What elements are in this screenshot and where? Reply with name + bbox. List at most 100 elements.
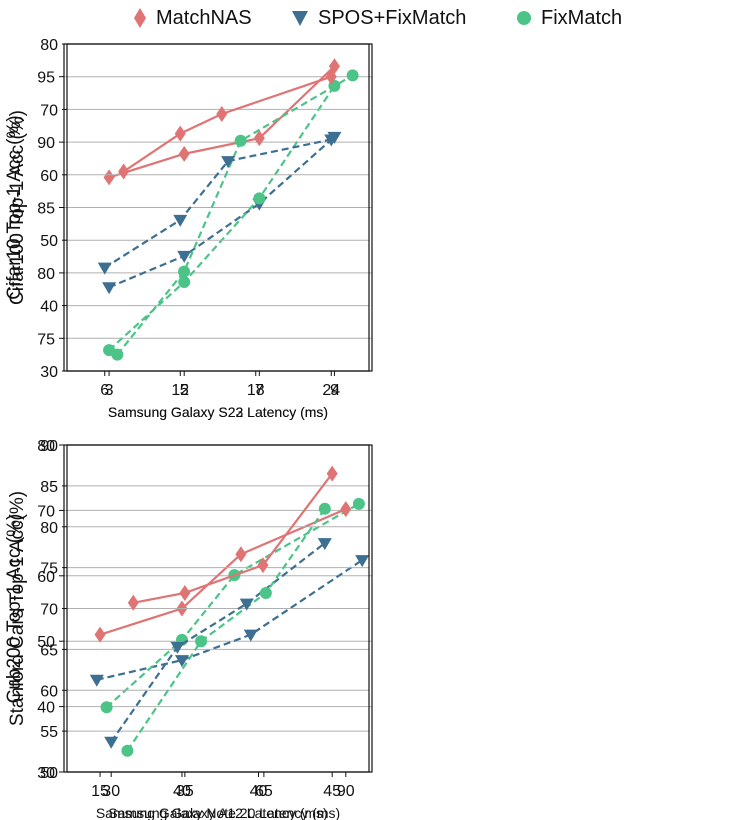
legend-item-matchnas: MatchNAS [132, 6, 252, 30]
y-tick-label: 60 [40, 683, 58, 700]
y-tick-label: 80 [37, 438, 55, 455]
x-tick-label: 5 [180, 382, 189, 399]
data-point-spos-fixmatch [104, 736, 119, 749]
series-line-matchnas [108, 65, 336, 179]
data-point-matchnas [326, 465, 338, 482]
y-tick-label: 75 [37, 331, 55, 348]
legend: MatchNAS SPOS+FixMatch FixMatch [0, 0, 748, 40]
x-tick-label: 30 [102, 783, 120, 800]
y-tick-label: 30 [37, 765, 55, 782]
legend-label-spos-fixmatch: SPOS+FixMatch [318, 6, 467, 29]
x-tick-label: 40 [250, 783, 268, 800]
data-point-matchnas [325, 68, 337, 85]
y-tick-label: 80 [40, 37, 58, 54]
data-point-matchnas [235, 546, 247, 563]
y-axis-label: Cifar100 Top-1 Acc (%) [7, 110, 28, 305]
data-point-spos-fixmatch [97, 262, 112, 275]
y-tick-label: 40 [37, 700, 55, 717]
series-line-fixmatch [105, 502, 360, 709]
data-point-matchnas [178, 145, 190, 162]
series-line-spos-fixmatch [104, 138, 332, 269]
x-tick-label: 45 [323, 783, 341, 800]
x-axis-label: Samsung Galaxy S23 Latency (ms) [108, 404, 328, 420]
series-line-matchnas [99, 508, 347, 636]
x-tick-label: 9 [330, 382, 339, 399]
x-tick-label: 6 [100, 382, 109, 399]
y-tick-label: 60 [40, 168, 58, 185]
x-tick-label: 7 [255, 382, 264, 399]
data-point-matchnas [174, 125, 186, 142]
x-tick-label: 40 [173, 783, 191, 800]
y-tick-label: 70 [37, 503, 55, 520]
y-tick-label: 65 [40, 642, 58, 659]
data-point-spos-fixmatch [317, 538, 332, 551]
series-line-matchnas [133, 472, 334, 604]
y-tick-label: 85 [40, 479, 58, 496]
y-tick-label: 70 [40, 602, 58, 619]
data-point-fixmatch [346, 69, 359, 82]
y-tick-label: 95 [37, 70, 55, 87]
data-point-spos-fixmatch [221, 156, 236, 169]
y-tick-label: 50 [40, 765, 58, 782]
x-tick-label: 90 [337, 783, 355, 800]
series-line-matchnas [123, 75, 332, 173]
data-point-spos-fixmatch [243, 629, 258, 642]
data-point-fixmatch [234, 134, 247, 147]
x-tick-label: 15 [91, 783, 109, 800]
data-point-spos-fixmatch [102, 282, 117, 295]
x-tick-label: 35 [176, 783, 194, 800]
data-point-matchnas [103, 169, 115, 186]
data-point-matchnas [257, 557, 269, 574]
data-point-matchnas [216, 105, 228, 122]
x-tick-label: 3 [105, 382, 114, 399]
y-tick-label: 80 [37, 266, 55, 283]
data-point-fixmatch [352, 497, 365, 510]
data-point-spos-fixmatch [170, 641, 185, 654]
y-tick-label: 75 [40, 561, 58, 578]
plot-frame [66, 43, 370, 372]
triangle-down-marker-icon [292, 11, 308, 26]
data-point-spos-fixmatch [173, 214, 188, 227]
x-tick-label: 12 [171, 382, 189, 399]
x-tick-label: 65 [255, 783, 273, 800]
data-point-matchnas [94, 626, 106, 643]
x-tick-label: 24 [322, 382, 340, 399]
series-line-spos-fixmatch [108, 136, 336, 289]
data-point-fixmatch [121, 744, 134, 757]
data-point-spos-fixmatch [239, 598, 254, 611]
data-point-matchnas [127, 594, 139, 611]
y-tick-label: 40 [40, 299, 58, 316]
data-point-matchnas [340, 501, 352, 518]
legend-item-spos-fixmatch: SPOS+FixMatch [290, 6, 466, 30]
cifar100-chart: 6 12 18 24 30 40 50 60 70 80 Samsung Galaxy S22 La… [7, 37, 370, 420]
data-point-matchnas [179, 584, 191, 601]
legend-label-matchnas: MatchNAS [156, 6, 252, 29]
data-point-fixmatch [195, 635, 208, 648]
data-point-fixmatch [111, 348, 124, 361]
data-point-fixmatch [318, 502, 331, 515]
data-point-fixmatch [100, 701, 113, 714]
circle-marker-icon [517, 11, 531, 25]
series-line-spos-fixmatch [96, 559, 363, 681]
data-point-matchnas [118, 163, 130, 180]
legend-label-fixmatch: FixMatch [541, 6, 623, 29]
y-tick-label: 55 [40, 724, 58, 741]
y-tick-label: 90 [40, 438, 58, 455]
y-tick-label: 30 [40, 364, 58, 381]
x-axis-label: Samsung Galaxy A12 Latency (ms) [108, 805, 327, 820]
data-point-spos-fixmatch [89, 674, 104, 687]
series-line-fixmatch [108, 85, 336, 351]
data-point-spos-fixmatch [174, 655, 189, 668]
data-point-fixmatch [253, 192, 266, 205]
y-axis-label: Stanford Cars Top-1 Acc(%) [7, 491, 28, 726]
data-point-spos-fixmatch [177, 250, 192, 263]
x-tick-label: 18 [247, 382, 265, 399]
data-point-spos-fixmatch [324, 134, 339, 147]
y-tick-label: 80 [40, 520, 58, 537]
y-axis-label: Cub200 Top-1 Acc (%) [4, 514, 25, 704]
y-tick-label: 50 [40, 233, 58, 250]
series-line-spos-fixmatch [110, 542, 326, 743]
y-tick-label: 60 [37, 569, 55, 586]
